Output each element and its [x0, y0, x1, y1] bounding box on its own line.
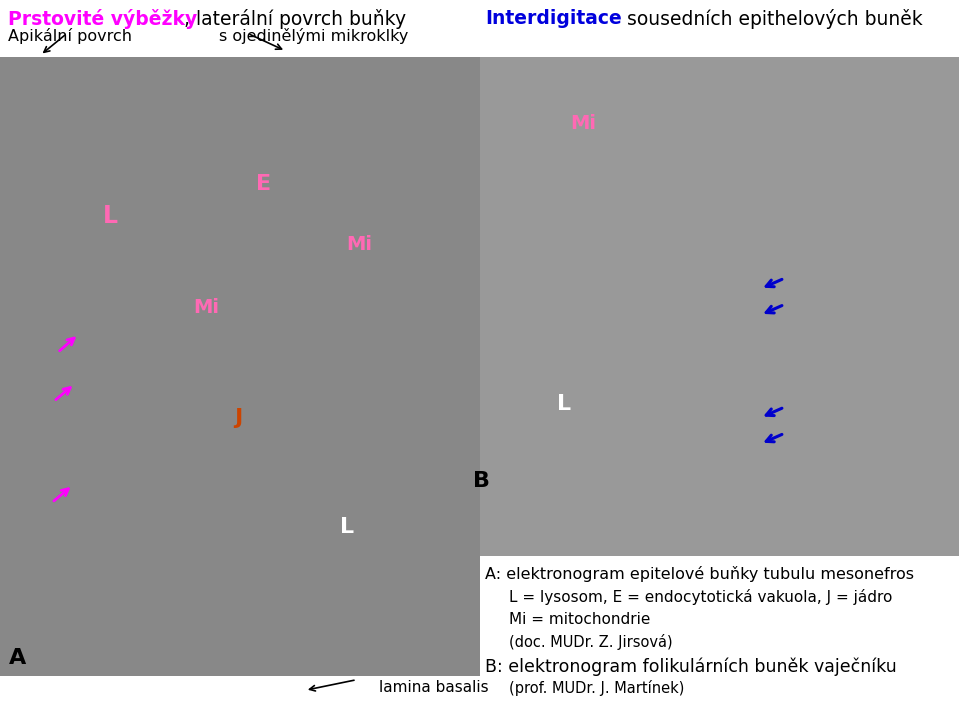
Text: E: E	[256, 174, 271, 194]
Text: Apikální povrch: Apikální povrch	[8, 28, 131, 45]
Text: J: J	[234, 408, 242, 428]
Text: , laterální povrch buňky: , laterální povrch buňky	[184, 9, 407, 29]
Text: Mi = mitochondrie: Mi = mitochondrie	[509, 612, 650, 627]
Text: A: A	[9, 649, 26, 668]
Text: L = lysosom, E = endocytotická vakuola, J = jádro: L = lysosom, E = endocytotická vakuola, …	[509, 589, 893, 605]
Text: Mi: Mi	[193, 299, 220, 317]
Text: Mi: Mi	[570, 115, 596, 133]
Text: B: elektronogram folikulárních buněk vaječníku: B: elektronogram folikulárních buněk vaj…	[485, 657, 897, 675]
Text: B: B	[473, 472, 490, 491]
Text: Mi: Mi	[346, 235, 373, 253]
Text: A: elektronogram epitelové buňky tubulu mesonefros: A: elektronogram epitelové buňky tubulu …	[485, 566, 914, 583]
Text: sousedních epithelových buněk: sousedních epithelových buněk	[621, 9, 924, 29]
Text: Prstovité výběžky: Prstovité výběžky	[8, 9, 197, 29]
Text: (prof. MUDr. J. Martínek): (prof. MUDr. J. Martínek)	[509, 680, 685, 696]
Text: L: L	[103, 204, 118, 228]
Text: L: L	[340, 518, 354, 537]
FancyBboxPatch shape	[480, 0, 959, 57]
FancyBboxPatch shape	[0, 0, 480, 57]
Text: (doc. MUDr. Z. Jirsová): (doc. MUDr. Z. Jirsová)	[509, 634, 673, 651]
FancyBboxPatch shape	[480, 57, 959, 556]
FancyBboxPatch shape	[0, 57, 480, 676]
Text: s ojedinělými mikroklky: s ojedinělými mikroklky	[219, 28, 408, 45]
Text: lamina basalis: lamina basalis	[379, 680, 488, 695]
Text: L: L	[557, 394, 571, 413]
Text: Interdigitace: Interdigitace	[485, 9, 622, 28]
FancyBboxPatch shape	[480, 556, 959, 708]
